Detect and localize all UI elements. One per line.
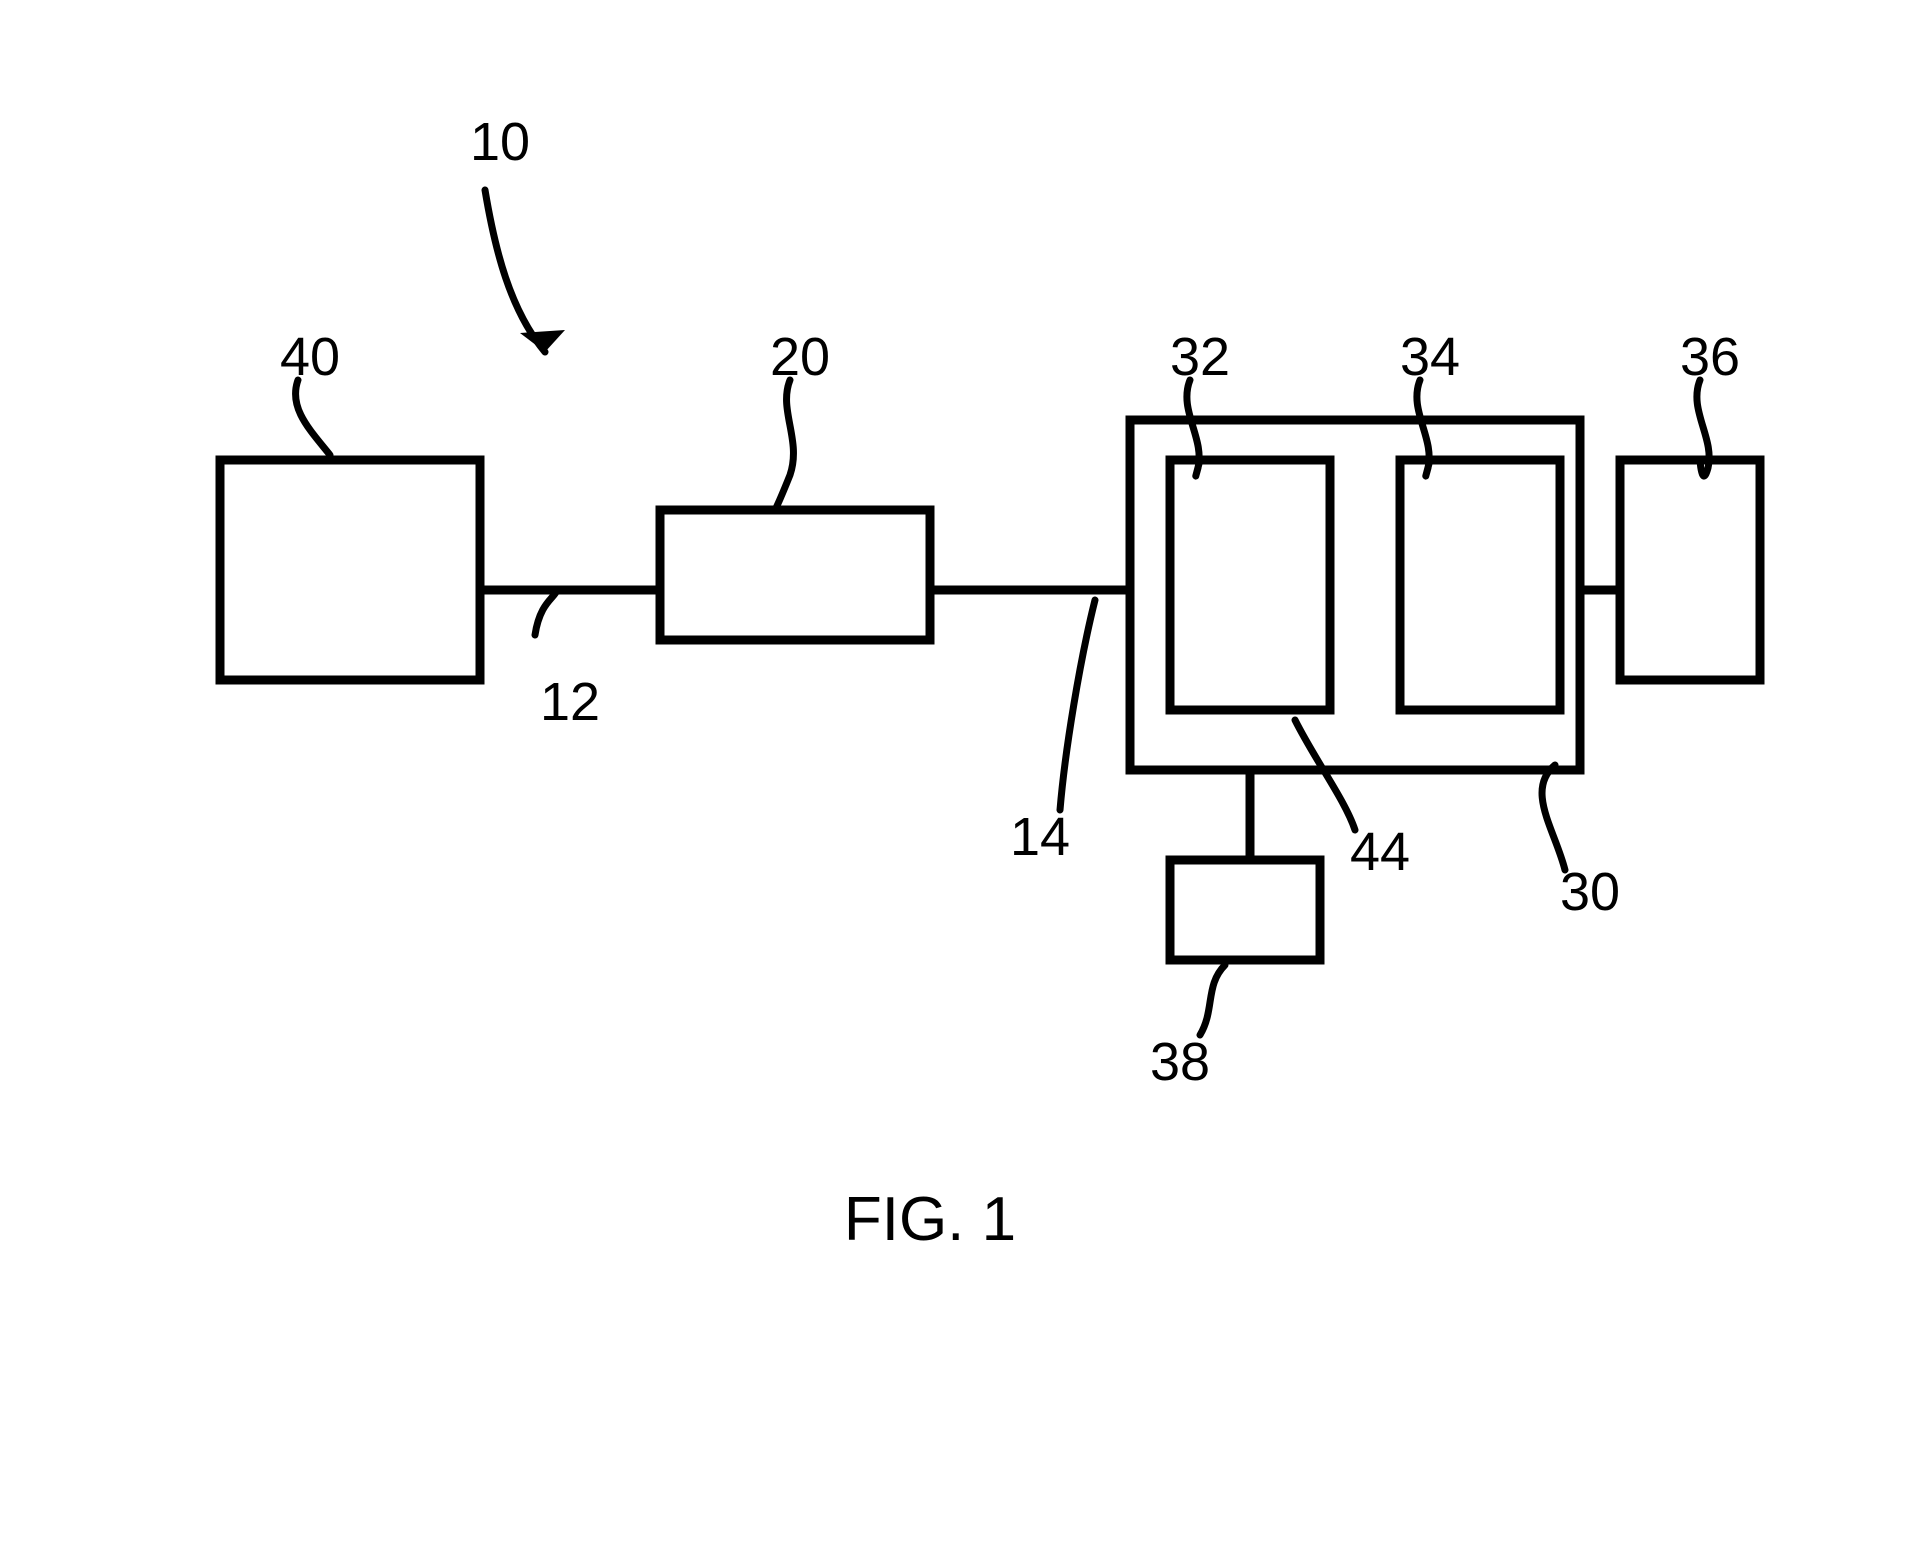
leader-14 (1060, 600, 1095, 810)
label-44: 44 (1350, 822, 1410, 882)
leader-36 (1697, 380, 1709, 476)
arrow-10 (485, 190, 565, 352)
label-14: 14 (1010, 807, 1070, 867)
arrow-10-shaft (485, 190, 545, 352)
diagram-canvas: 10 40 20 32 34 36 12 14 44 30 38 FIG. 1 (0, 0, 1928, 1553)
box-32 (1170, 460, 1330, 710)
boxes (220, 420, 1760, 960)
label-32: 32 (1170, 327, 1230, 387)
label-40: 40 (280, 327, 340, 387)
box-36 (1620, 460, 1760, 680)
leader-20 (775, 380, 793, 510)
leader-38 (1200, 965, 1225, 1035)
label-30: 30 (1560, 862, 1620, 922)
leader-40 (296, 380, 330, 455)
box-34 (1400, 460, 1560, 710)
box-40 (220, 460, 480, 680)
label-12: 12 (540, 672, 600, 732)
figure-caption: FIG. 1 (844, 1185, 1016, 1254)
leader-30 (1542, 765, 1565, 870)
box-38 (1170, 860, 1320, 960)
arrow-10-head (520, 330, 565, 352)
box-20 (660, 510, 930, 640)
label-34: 34 (1400, 327, 1460, 387)
label-20: 20 (770, 327, 830, 387)
label-38: 38 (1150, 1032, 1210, 1092)
leader-12 (535, 590, 557, 635)
label-10: 10 (470, 112, 530, 172)
label-36: 36 (1680, 327, 1740, 387)
